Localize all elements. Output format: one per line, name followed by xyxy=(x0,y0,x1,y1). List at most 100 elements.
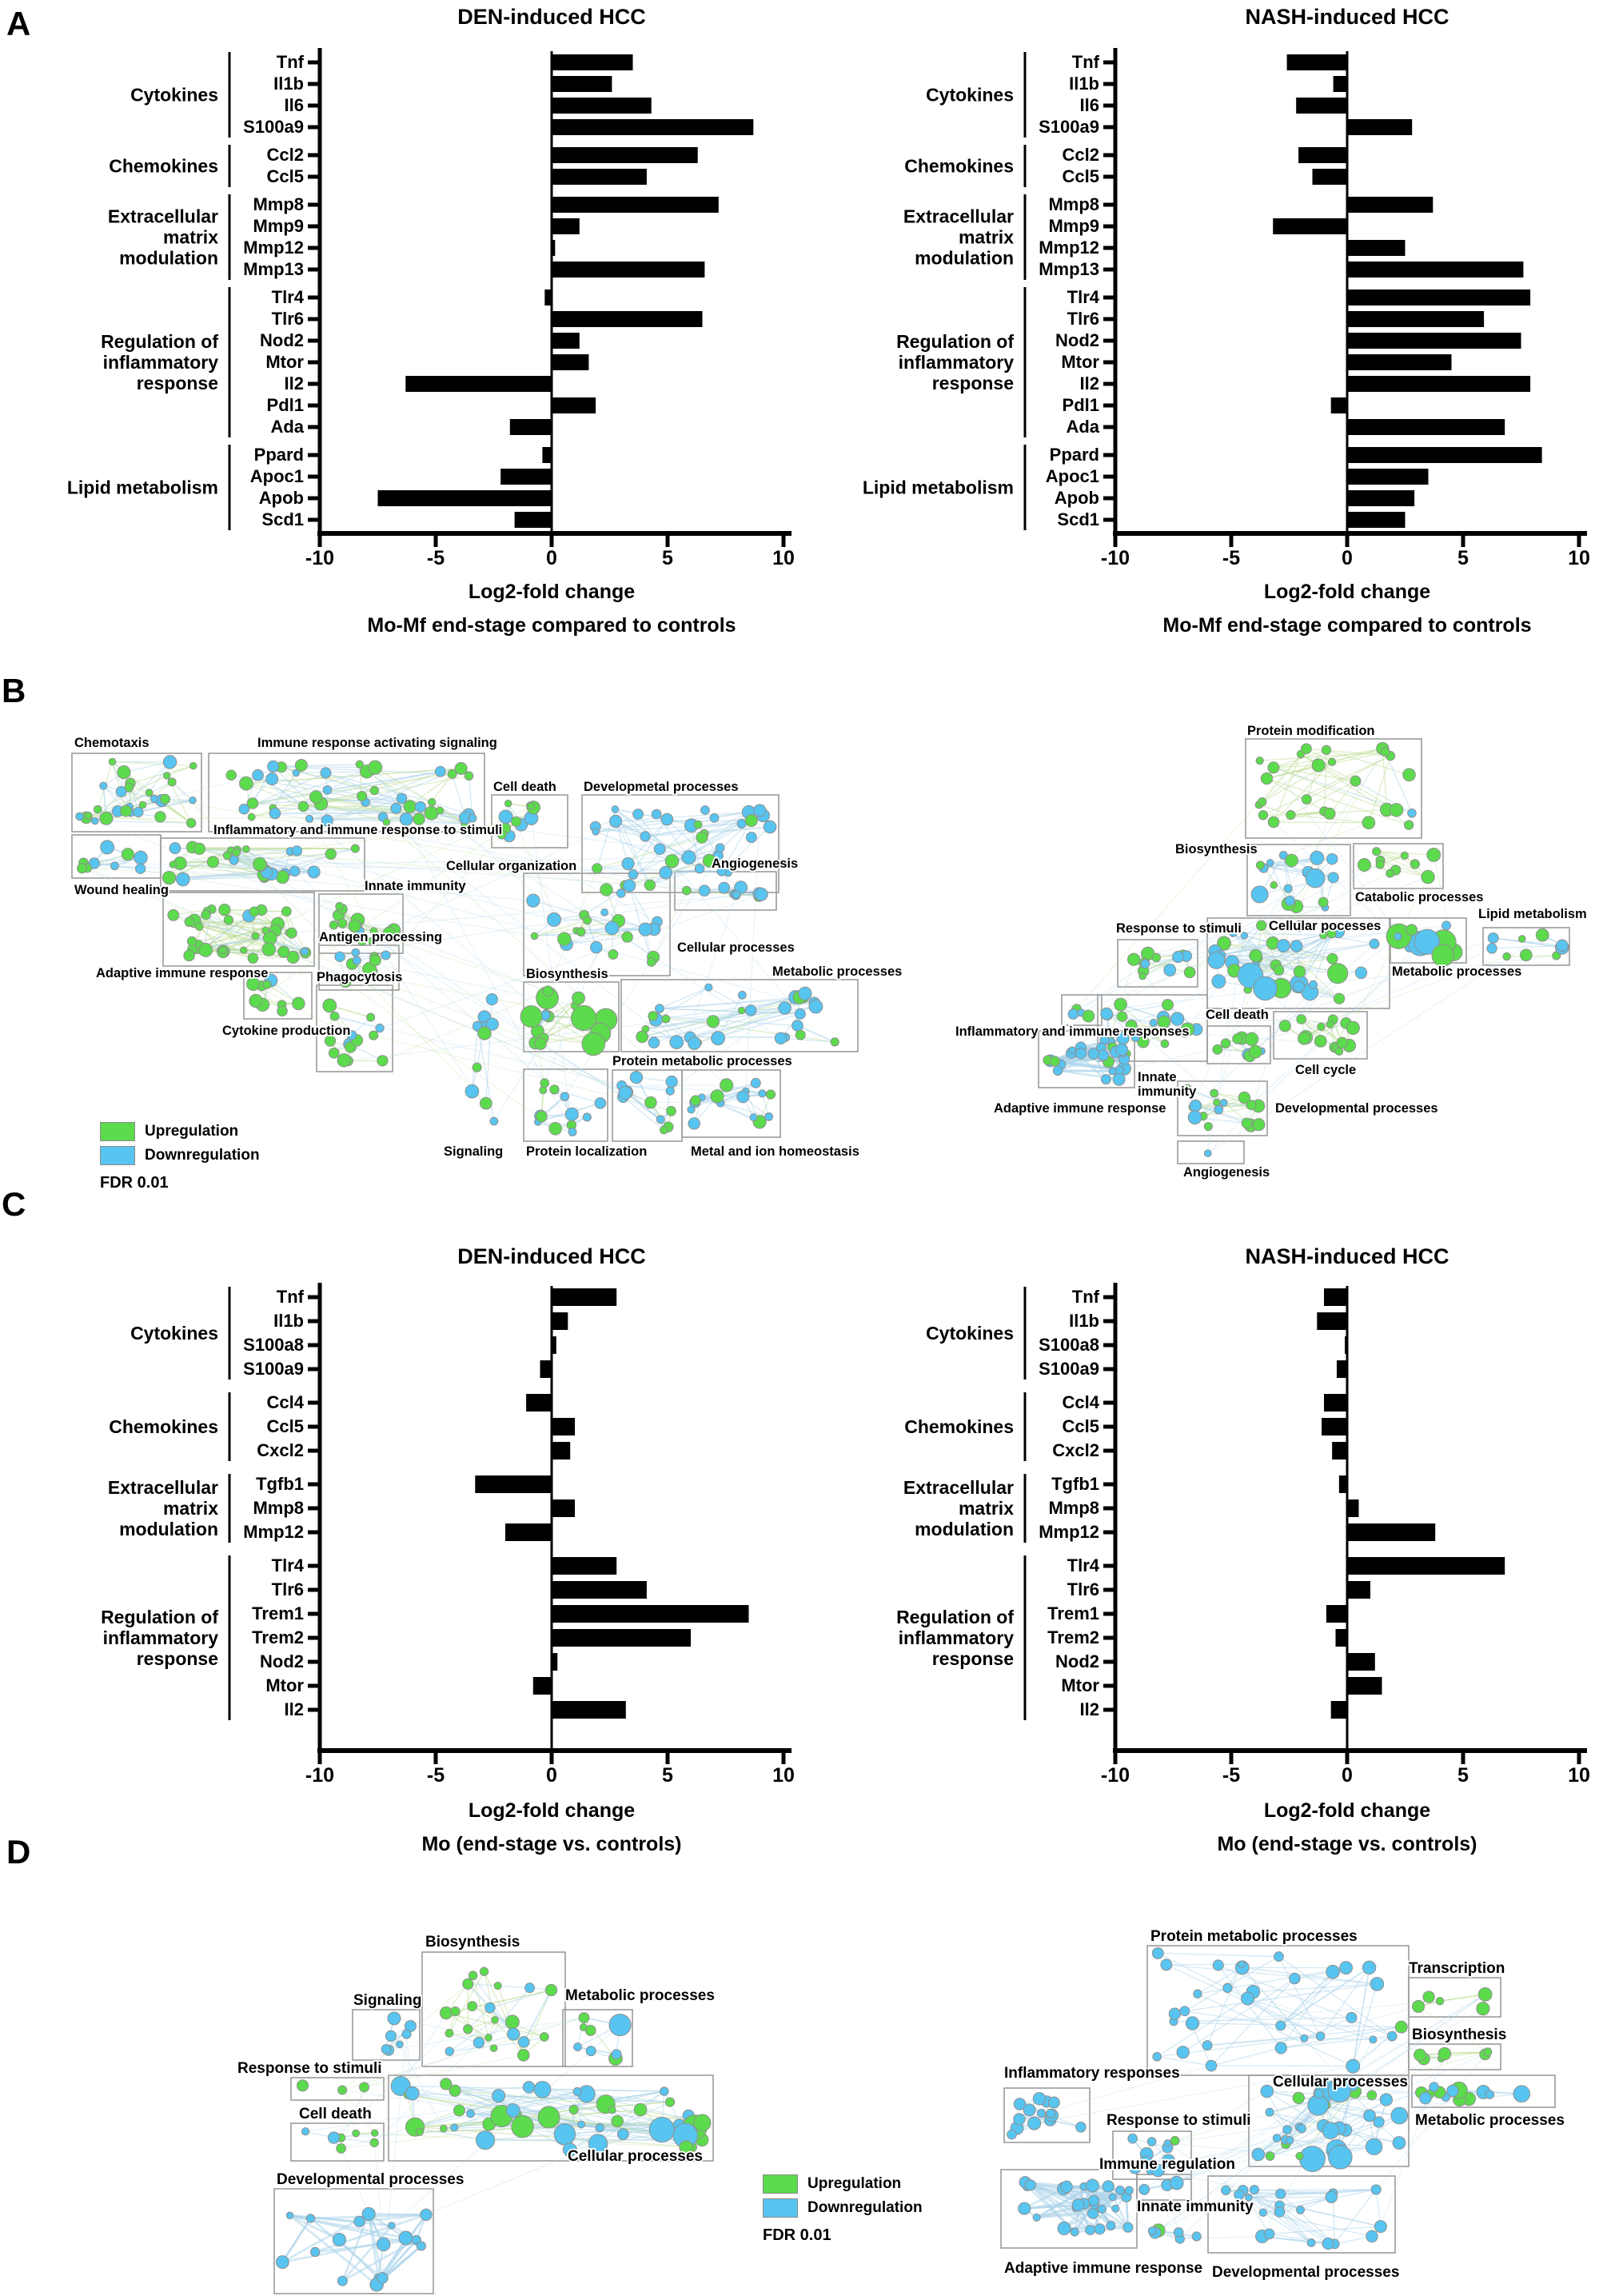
svg-text:Tlr6: Tlr6 xyxy=(1067,1579,1099,1599)
bar-a_right-Ccl5 xyxy=(1312,169,1347,185)
bar-a_left-Scd1 xyxy=(514,512,552,528)
network-node xyxy=(337,918,348,928)
network-node xyxy=(1097,1049,1110,1061)
network-node xyxy=(1032,2213,1041,2222)
network-node xyxy=(1205,2059,1218,2072)
network-node xyxy=(590,940,603,954)
network-node xyxy=(138,801,147,809)
network-node xyxy=(484,2002,496,2014)
network-node xyxy=(351,948,361,957)
network-node xyxy=(1100,1007,1114,1020)
cluster-box-antigen-processing xyxy=(318,944,400,991)
svg-text:-5: -5 xyxy=(1222,547,1240,569)
cluster-box-protein-modification xyxy=(1245,738,1422,839)
bar-a_right-S100a9 xyxy=(1347,119,1413,135)
network-node xyxy=(1229,928,1238,937)
network-node xyxy=(1189,1099,1202,1112)
network-node xyxy=(473,2036,485,2049)
bar-a_right-Apoc1 xyxy=(1347,469,1429,485)
network-node xyxy=(661,1014,671,1024)
network-node xyxy=(185,817,197,829)
network-node xyxy=(1375,860,1385,869)
cluster-box-protein-localization xyxy=(523,1068,608,1142)
svg-text:0: 0 xyxy=(546,547,557,569)
network-node xyxy=(1366,2090,1378,2101)
network-node xyxy=(325,848,337,861)
panel-letter-b: B xyxy=(2,672,26,709)
network-node xyxy=(1306,2238,1316,2247)
network-node xyxy=(665,1075,678,1088)
network-node xyxy=(1180,1022,1195,1036)
network-node xyxy=(150,794,159,804)
network-node xyxy=(1513,2085,1531,2102)
network-node xyxy=(320,767,332,779)
network-node xyxy=(1272,2134,1282,2142)
network-label-metabolic-processes: Metabolic processes xyxy=(1415,2112,1565,2129)
network-node xyxy=(198,942,213,957)
cluster-box-metabolic-processes xyxy=(562,2009,633,2067)
network-node xyxy=(401,2029,412,2039)
network-node xyxy=(1333,992,1346,1004)
cluster-box-adaptive-immune-response xyxy=(162,892,315,967)
network-node xyxy=(1256,920,1267,931)
chart-title-den-mo: DEN-induced HCC xyxy=(457,1244,646,1268)
svg-text:Lipid metabolism: Lipid metabolism xyxy=(67,477,218,498)
network-node xyxy=(1087,2207,1099,2219)
network-node xyxy=(1379,2093,1393,2106)
network-node xyxy=(1115,2185,1125,2195)
network-node xyxy=(511,816,522,827)
network-node xyxy=(1241,1117,1253,1129)
bar-c_right-Mmp12 xyxy=(1347,1523,1436,1541)
network-node xyxy=(424,805,439,821)
network-node xyxy=(246,797,259,809)
network-node xyxy=(84,811,93,820)
bar-a_right-Tnf xyxy=(1286,54,1347,70)
network-node xyxy=(1207,951,1226,969)
network-node xyxy=(1274,2042,1287,2054)
network-node xyxy=(367,936,376,945)
network-node xyxy=(369,1030,379,1040)
svg-text:Cytokines: Cytokines xyxy=(926,85,1014,106)
cluster-box-developmental-processes xyxy=(273,2188,434,2294)
bar-a_right-Mtor xyxy=(1347,354,1452,370)
network-label-biosynthesis: Biosynthesis xyxy=(425,1934,520,1951)
svg-text:matrix: matrix xyxy=(959,227,1014,248)
network-node xyxy=(1441,920,1452,931)
network-node xyxy=(1024,2179,1036,2191)
network-node xyxy=(1286,809,1296,821)
svg-text:inflammatory: inflammatory xyxy=(899,1627,1015,1648)
svg-text:5: 5 xyxy=(662,547,673,569)
network-node xyxy=(324,1035,337,1047)
cluster-box-cytokine-production xyxy=(243,972,313,1020)
network-node xyxy=(1152,2051,1162,2062)
network-node xyxy=(1275,2188,1286,2199)
network-node xyxy=(720,1078,734,1092)
network-node xyxy=(162,772,171,780)
cluster-box-response-to-stimuli xyxy=(1117,939,1198,988)
network-node xyxy=(1325,2190,1338,2203)
network-node xyxy=(564,1107,579,1121)
network-node xyxy=(732,890,741,899)
svg-text:Trem2: Trem2 xyxy=(1047,1627,1099,1647)
svg-text:Tgfb1: Tgfb1 xyxy=(256,1474,304,1494)
bar-c_right-Trem2 xyxy=(1335,1629,1347,1647)
network-node xyxy=(1380,747,1390,757)
network-node xyxy=(656,1115,665,1124)
network-node xyxy=(301,2127,310,2136)
network-node xyxy=(504,799,512,808)
network-node xyxy=(640,831,651,842)
bar-a_right-Tlr4 xyxy=(1347,289,1531,305)
network-node xyxy=(1370,2184,1382,2195)
network-node xyxy=(568,2104,579,2115)
network-node xyxy=(706,1015,720,1028)
svg-text:Chemokines: Chemokines xyxy=(904,156,1014,177)
bar-c_left-Ccl4 xyxy=(526,1394,552,1412)
svg-text:10: 10 xyxy=(772,1764,795,1787)
network-node xyxy=(679,2140,694,2155)
network-node xyxy=(468,813,477,823)
network-node xyxy=(1049,1056,1060,1067)
network-node xyxy=(582,1112,592,1122)
network-node xyxy=(396,793,408,805)
network-node xyxy=(1027,2116,1042,2130)
